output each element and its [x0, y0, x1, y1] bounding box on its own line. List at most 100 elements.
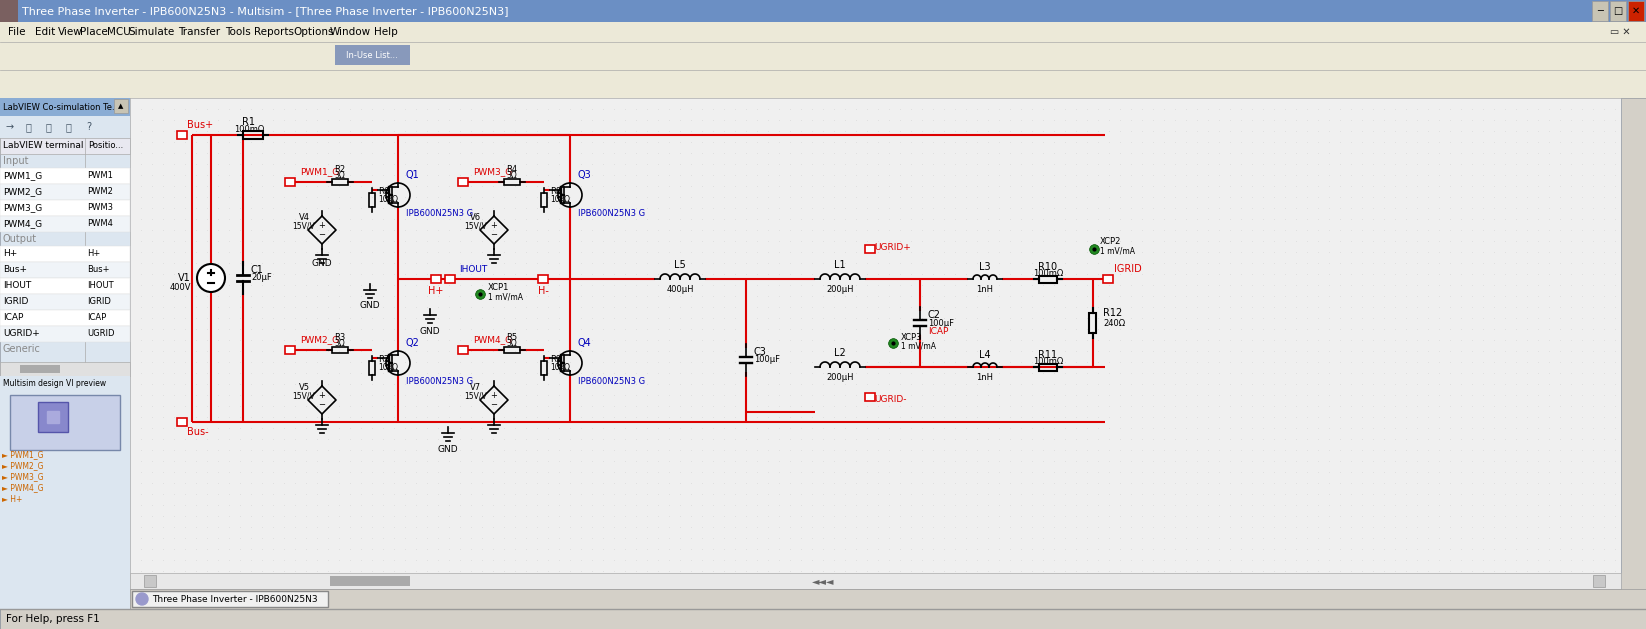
Bar	[332, 179, 347, 185]
Text: R2: R2	[334, 165, 346, 174]
Bar	[431, 275, 441, 283]
Bar	[0, 376, 130, 390]
Bar	[130, 98, 1621, 609]
Text: ► PWM4_G: ► PWM4_G	[2, 484, 44, 493]
Text: XCP3: XCP3	[900, 333, 922, 342]
Bar	[0, 390, 130, 609]
Bar	[0, 98, 130, 609]
Text: R5: R5	[507, 333, 517, 343]
Text: C1: C1	[250, 265, 263, 275]
Text: Bus+: Bus+	[3, 265, 26, 274]
Text: Bus+: Bus+	[87, 265, 110, 274]
Text: GND: GND	[420, 326, 441, 335]
Text: 100mΩ: 100mΩ	[1034, 357, 1063, 367]
Text: MCU: MCU	[107, 27, 130, 37]
Text: −: −	[491, 401, 497, 409]
Text: R11: R11	[1039, 350, 1058, 360]
Text: −: −	[318, 230, 326, 240]
Bar	[0, 310, 130, 326]
Bar	[542, 361, 546, 375]
Bar	[0, 168, 130, 184]
Text: ✕: ✕	[1631, 6, 1639, 16]
Text: IGRID: IGRID	[1114, 264, 1142, 274]
Text: V6: V6	[471, 213, 482, 223]
Text: C3: C3	[754, 347, 767, 357]
Bar	[114, 99, 128, 113]
Text: □: □	[1613, 6, 1623, 16]
Text: +: +	[491, 221, 497, 230]
Text: H+: H+	[3, 250, 16, 259]
Text: LabVIEW Co-simulation Te...: LabVIEW Co-simulation Te...	[3, 103, 120, 111]
Bar	[369, 193, 375, 207]
Text: Input: Input	[3, 156, 28, 166]
Text: 20μF: 20μF	[250, 274, 272, 282]
Text: 3Ω: 3Ω	[507, 340, 517, 348]
Bar	[0, 70, 1646, 98]
Text: Tools: Tools	[226, 27, 250, 37]
Text: R7: R7	[379, 355, 388, 364]
Text: ► H+: ► H+	[2, 494, 23, 503]
Text: V4: V4	[298, 213, 309, 223]
Text: 3Ω: 3Ω	[334, 340, 346, 348]
Bar	[0, 216, 130, 232]
Text: 10kΩ: 10kΩ	[550, 364, 570, 372]
Bar	[0, 362, 130, 376]
Text: 15V/V: 15V/V	[293, 391, 316, 401]
Bar	[1628, 1, 1644, 21]
Text: 240Ω: 240Ω	[1103, 318, 1126, 328]
Text: 3Ω: 3Ω	[334, 172, 346, 181]
Bar	[178, 418, 188, 426]
Text: Multisim design VI preview: Multisim design VI preview	[3, 379, 105, 387]
Text: L4: L4	[979, 350, 991, 360]
Text: 400V: 400V	[170, 284, 191, 292]
Text: ▭ ✕: ▭ ✕	[1610, 27, 1631, 37]
Text: IHOUT: IHOUT	[459, 265, 487, 274]
Text: −: −	[491, 230, 497, 240]
Text: 15V/V: 15V/V	[464, 221, 487, 230]
Text: PWM2_G: PWM2_G	[300, 335, 339, 345]
Text: PWM3_G: PWM3_G	[472, 167, 512, 177]
Text: Q2: Q2	[407, 338, 420, 348]
Bar	[1039, 364, 1057, 370]
Bar	[332, 347, 347, 353]
Text: 100mΩ: 100mΩ	[234, 125, 263, 133]
Text: IGRID: IGRID	[87, 298, 110, 306]
Text: Q4: Q4	[578, 338, 593, 348]
Bar	[538, 275, 548, 283]
Text: R9: R9	[550, 355, 561, 364]
Text: PWM4: PWM4	[87, 220, 114, 228]
Text: PWM2: PWM2	[87, 187, 114, 196]
Bar	[458, 178, 467, 186]
Bar	[504, 347, 520, 353]
Text: IHOUT: IHOUT	[87, 282, 114, 291]
Text: R12: R12	[1103, 308, 1123, 318]
Bar	[458, 346, 467, 354]
Text: V7: V7	[471, 384, 482, 392]
Bar	[0, 184, 130, 200]
Bar	[0, 98, 130, 116]
Text: 200μH: 200μH	[826, 284, 854, 294]
Text: ▲: ▲	[119, 103, 123, 109]
Bar	[0, 0, 1646, 22]
Bar	[285, 178, 295, 186]
Text: Q1: Q1	[407, 170, 420, 180]
Text: 10kΩ: 10kΩ	[379, 196, 398, 204]
Text: 100μF: 100μF	[754, 355, 780, 364]
Text: XCP1: XCP1	[487, 284, 509, 292]
Bar	[1565, 73, 1641, 93]
Bar	[132, 591, 328, 607]
Circle shape	[198, 264, 226, 292]
Text: ICAP: ICAP	[87, 313, 107, 323]
Bar	[244, 131, 263, 139]
Text: 100μF: 100μF	[928, 318, 955, 328]
Bar	[0, 42, 1646, 70]
Text: UGRID-: UGRID-	[874, 394, 907, 403]
Text: LabVIEW terminal: LabVIEW terminal	[3, 142, 84, 150]
Text: ► PWM2_G: ► PWM2_G	[2, 462, 43, 470]
Text: H+: H+	[428, 286, 444, 296]
Bar	[130, 589, 1646, 609]
Text: PWM2_G: PWM2_G	[3, 187, 43, 196]
Text: L2: L2	[835, 348, 846, 358]
Text: Simulate: Simulate	[128, 27, 174, 37]
Bar	[130, 573, 1621, 589]
